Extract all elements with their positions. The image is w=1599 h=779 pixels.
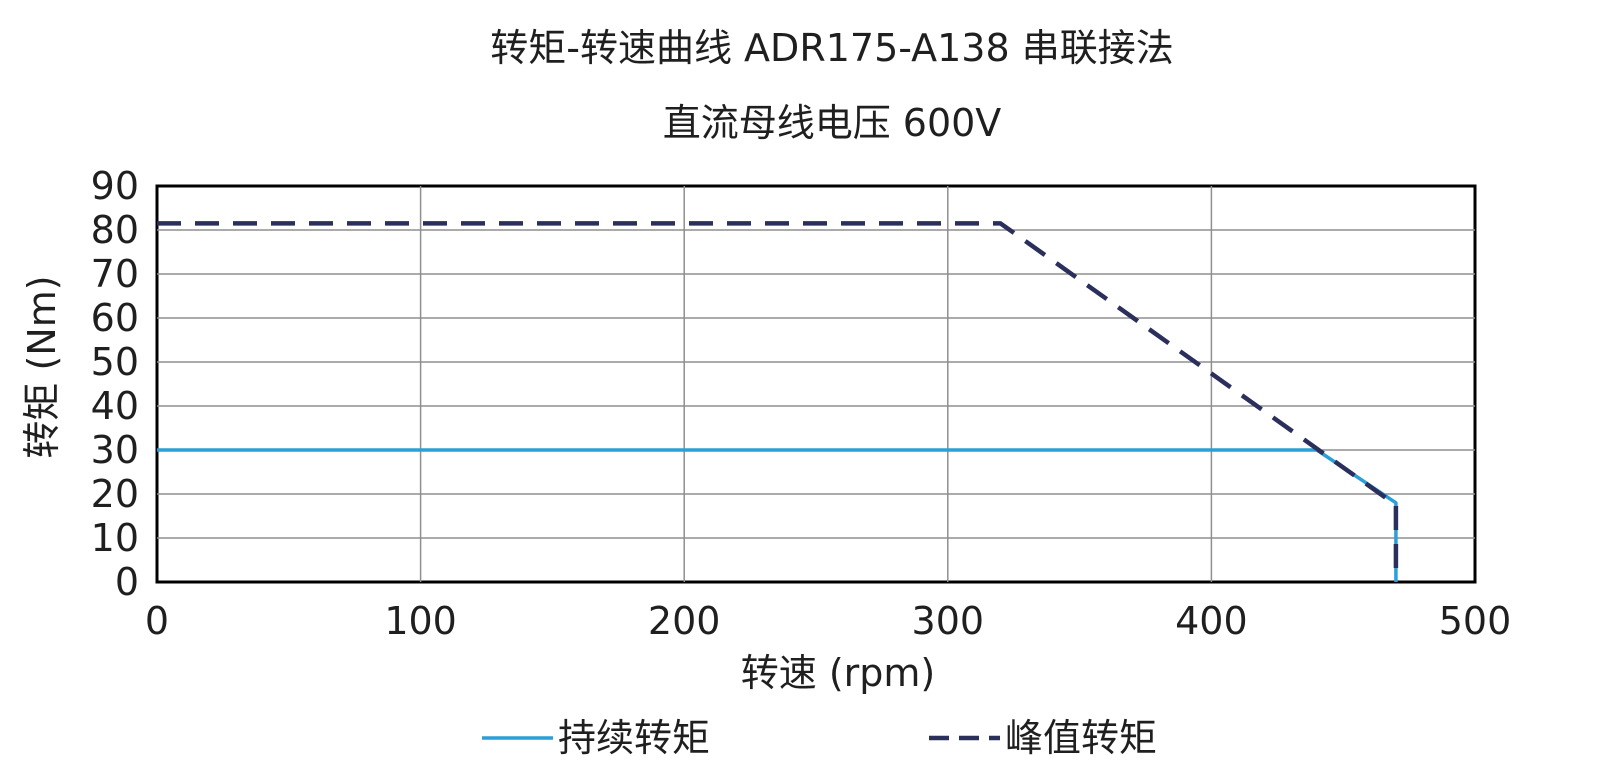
- legend: 持续转矩 峰值转矩: [482, 716, 1157, 760]
- x-tick-label-200: 200: [648, 599, 721, 643]
- x-tick-label-100: 100: [384, 599, 457, 643]
- y-tick-label-10: 10: [91, 516, 139, 560]
- y-tick-label-50: 50: [91, 340, 139, 384]
- series-layer: [157, 221, 1399, 582]
- legend-label-peak-torque: 峰值转矩: [1005, 716, 1157, 760]
- x-tick-label-500: 500: [1439, 599, 1512, 643]
- chart-title: 转矩-转速曲线 ADR175-A138 串联接法: [490, 26, 1173, 70]
- chart-subtitle: 直流母线电压 600V: [663, 101, 1002, 145]
- x-tick-label-0: 0: [145, 599, 169, 643]
- x-tick-label-400: 400: [1175, 599, 1248, 643]
- y-tick-label-20: 20: [91, 472, 139, 516]
- series-line-peak-torque: [157, 221, 1399, 582]
- y-tick-label-70: 70: [91, 252, 139, 296]
- y-tick-label-90: 90: [91, 164, 139, 208]
- plot-background: [157, 186, 1475, 582]
- x-tick-label-300: 300: [912, 599, 985, 643]
- y-tick-label-40: 40: [91, 384, 139, 428]
- series-line-continuous-torque: [157, 448, 1398, 582]
- y-tick-label-0: 0: [115, 560, 139, 604]
- plot-area: [155, 184, 1477, 584]
- x-axis-label: 转速 (rpm): [741, 651, 936, 695]
- plot-frame: [155, 184, 1477, 584]
- y-tick-label-80: 80: [91, 208, 139, 252]
- y-tick-label-30: 30: [91, 428, 139, 472]
- y-axis-label: 转矩 (Nm): [20, 275, 64, 458]
- legend-label-continuous-torque: 持续转矩: [558, 716, 710, 760]
- y-tick-label-60: 60: [91, 296, 139, 340]
